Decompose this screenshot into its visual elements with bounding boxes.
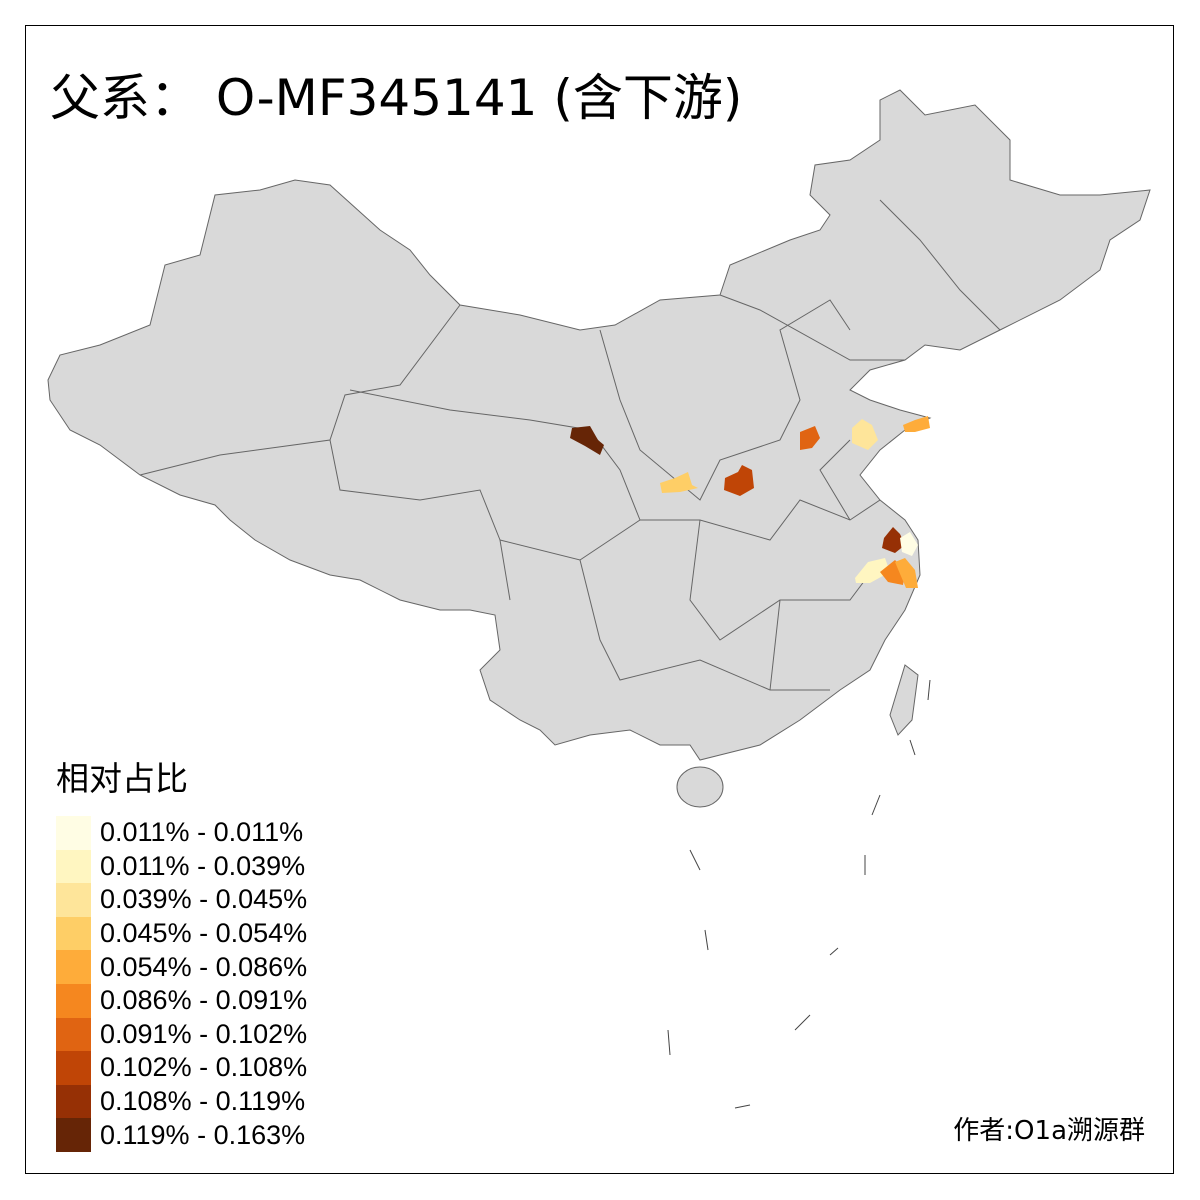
legend-swatch: [56, 950, 91, 984]
legend-item: 0.091% - 0.102%: [56, 1017, 308, 1052]
highlighted-region: [900, 532, 918, 556]
legend-item: 0.086% - 0.091%: [56, 983, 308, 1018]
legend-swatch: [56, 1118, 91, 1152]
legend-swatch: [56, 849, 91, 884]
map-title: 父系： O-MF345141 (含下游): [50, 69, 743, 127]
highlighted-region: [800, 426, 820, 450]
taiwan: [889, 664, 919, 736]
legend-swatch: [56, 1051, 91, 1085]
legend-item: 0.045% - 0.054%: [56, 916, 308, 951]
highlighted-region: [895, 558, 918, 588]
province-borders: [139, 199, 1001, 691]
south-china-sea-islands: [667, 679, 931, 1109]
legend-label: 0.039% - 0.045%: [100, 884, 308, 915]
legend-label: 0.054% - 0.086%: [100, 951, 308, 982]
highlighted-region: [882, 527, 905, 553]
highlighted-regions: [570, 416, 930, 588]
legend-swatch: [56, 1084, 91, 1119]
highlighted-region: [852, 419, 878, 450]
legend-item: 0.054% - 0.086%: [56, 950, 307, 984]
legend-swatch: [56, 1017, 91, 1052]
legend: 相对占比 0.011% - 0.011% 0.011% - 0.039% 0.039…: [56, 752, 307, 1152]
hainan: [676, 766, 724, 808]
legend-swatch: [56, 983, 91, 1018]
highlighted-region: [855, 558, 890, 583]
legend-item: 0.102% - 0.108%: [56, 1051, 307, 1085]
legend-item: 0.039% - 0.045%: [56, 883, 307, 917]
author-credit: 作者:O1a溯源群: [953, 1116, 1145, 1146]
legend-label: 0.108% - 0.119%: [100, 1086, 306, 1117]
legend-item: 0.011% - 0.039%: [56, 849, 307, 884]
legend-label: 0.086% - 0.091%: [100, 985, 308, 1016]
china-mainland: [47, 89, 1151, 761]
legend-swatch: [56, 816, 91, 850]
legend-swatch: [56, 883, 91, 917]
legend-swatch: [56, 916, 91, 951]
highlighted-region: [724, 465, 754, 496]
highlighted-region: [903, 416, 930, 432]
legend-item: 0.011% - 0.011%: [56, 816, 307, 850]
legend-label: 0.119% - 0.163%: [100, 1119, 306, 1150]
legend-item: 0.108% - 0.119%: [56, 1084, 307, 1119]
legend-label: 0.011% - 0.039%: [100, 850, 306, 881]
legend-item: 0.119% - 0.163%: [56, 1118, 307, 1152]
legend-label: 0.045% - 0.054%: [100, 918, 308, 949]
legend-label: 0.011% - 0.011%: [100, 817, 304, 848]
legend-label: 0.102% - 0.108%: [100, 1052, 308, 1083]
highlighted-region: [660, 472, 698, 493]
legend-label: 0.091% - 0.102%: [100, 1018, 308, 1049]
highlighted-region: [570, 426, 604, 455]
map-frame: [25, 25, 1174, 1174]
legend-title: 相对占比: [56, 759, 188, 798]
